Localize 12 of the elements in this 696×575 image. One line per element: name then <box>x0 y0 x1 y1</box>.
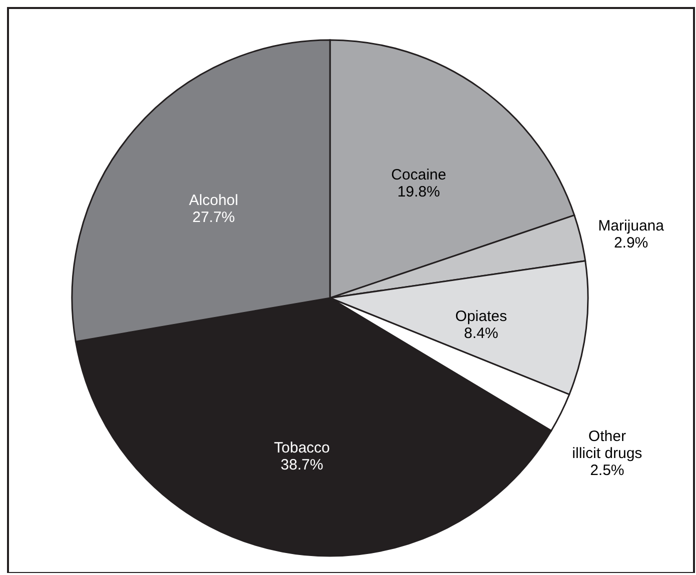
data-label: 2.9% <box>614 234 648 252</box>
slice-label: Tobacco <box>274 440 330 457</box>
slice-label: Cocaine <box>391 166 446 184</box>
data-label: 2.5% <box>590 462 624 479</box>
slice-label: Opiates <box>455 308 507 326</box>
data-label: 19.8% <box>397 183 440 200</box>
slice-label: Alcohol <box>189 192 238 209</box>
slice-label: Other illicit drugs <box>572 428 642 462</box>
data-label: 38.7% <box>280 456 324 474</box>
data-label: 8.4% <box>464 325 498 342</box>
slice-label: Marijuana <box>598 218 665 235</box>
data-label: 27.7% <box>192 208 235 226</box>
